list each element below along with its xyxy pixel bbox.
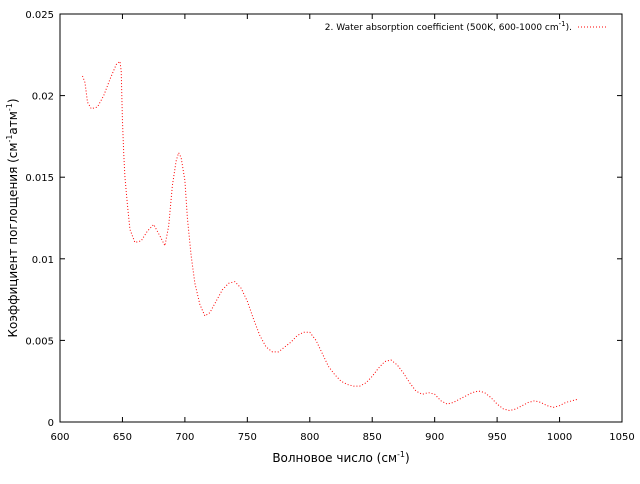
x-tick-label: 950 — [488, 432, 507, 443]
x-axis-title: Волновое число (см-1) — [272, 450, 409, 465]
y-tick-label: 0.01 — [32, 255, 54, 266]
y-tick-label: 0 — [48, 418, 54, 429]
x-tick-label: 700 — [175, 432, 194, 443]
plot-frame — [59, 13, 623, 423]
legend: 2. Water absorption coefficient (500K, 6… — [325, 20, 608, 33]
y-tick-label: 0.005 — [25, 336, 54, 347]
x-tick-label: 1000 — [547, 432, 572, 443]
x-tick-label: 900 — [425, 432, 444, 443]
y-tick-label: 0.025 — [25, 10, 54, 21]
legend-series-name: 2. Water absorption coefficient (500K, 6… — [325, 23, 559, 33]
x-axis-title-end: ) — [405, 451, 410, 465]
y-axis-title-end: ) — [6, 98, 20, 103]
y-axis-title: Коэффициент поглощения (см-1атм-1) — [5, 98, 20, 337]
x-tick-label: 800 — [300, 432, 319, 443]
series-layer — [82, 60, 579, 412]
x-tick-label: 600 — [50, 432, 69, 443]
series-line — [82, 60, 579, 412]
y-axis-title-superscript-1: -1 — [5, 135, 14, 143]
legend-series-name-end: ). — [566, 23, 572, 33]
x-tick-label: 650 — [113, 432, 132, 443]
y-axis-title-superscript-2: -1 — [5, 103, 14, 111]
y-axis-title-mid: атм — [6, 111, 20, 134]
legend-series-name-superscript: -1 — [559, 20, 566, 28]
y-axis-title-main: Коэффициент поглощения (см — [6, 143, 20, 338]
x-axis-title-main: Волновое число (см — [272, 451, 397, 465]
legend-entry-label: 2. Water absorption coefficient (500K, 6… — [325, 20, 572, 33]
x-tick-label: 1050 — [609, 432, 634, 443]
axis-ticks: 600 650 700 750 800 850 900 950 1000 1050 0 0.005 0.… — [25, 10, 634, 443]
y-tick-label: 0.015 — [25, 173, 54, 184]
x-tick-label: 850 — [363, 432, 382, 443]
x-tick-label: 750 — [238, 432, 257, 443]
y-tick-label: 0.02 — [32, 92, 54, 103]
x-axis-title-superscript: -1 — [397, 450, 405, 459]
